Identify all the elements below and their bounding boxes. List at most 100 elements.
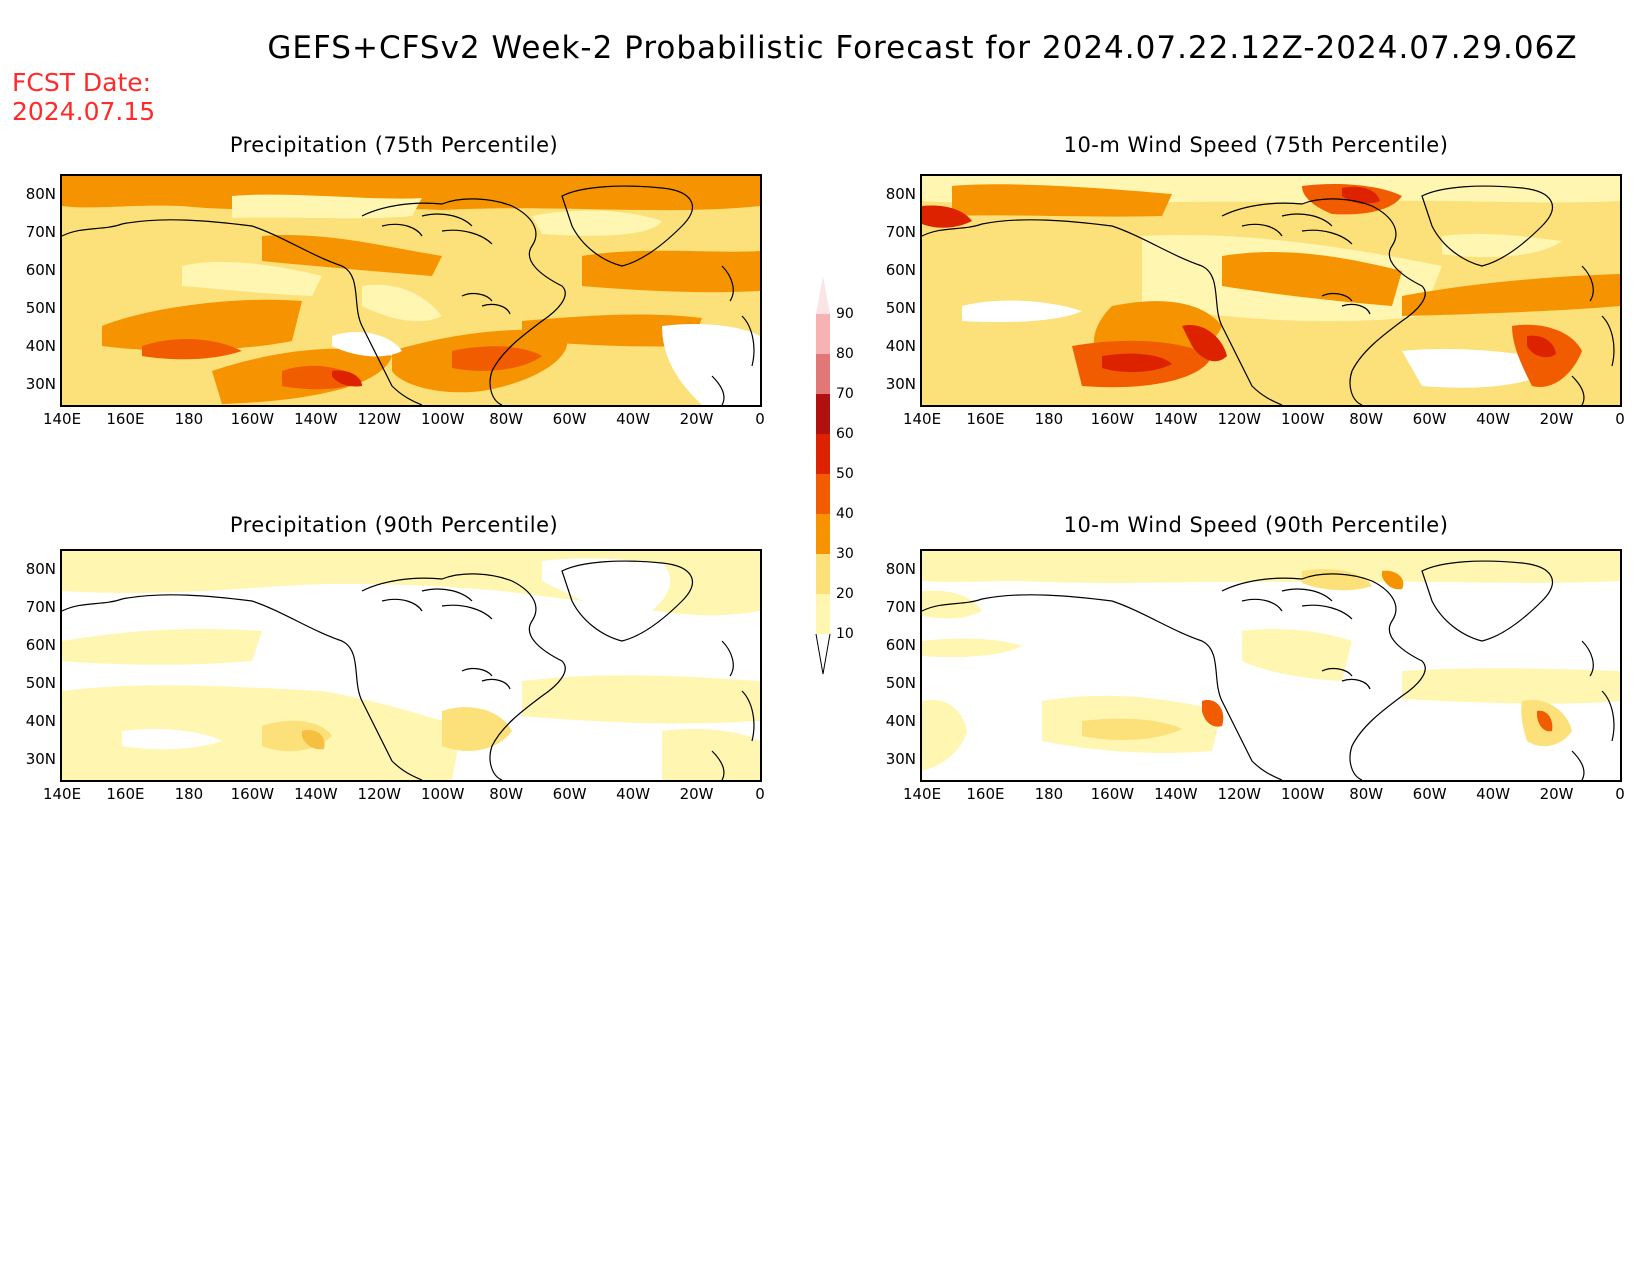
colorbar-top-arrow [816, 276, 830, 314]
lat-label-precip-75: 80N [25, 185, 56, 203]
lat-label-wind-75: 30N [885, 375, 916, 393]
lon-label-precip-90: 80W [489, 785, 524, 803]
lon-label-wind-90: 40W [1476, 785, 1511, 803]
lat-label-precip-75: 60N [25, 261, 56, 279]
lon-label-wind-90: 160W [1090, 785, 1135, 803]
lon-label-precip-75: 160E [106, 410, 145, 428]
lon-label-precip-90: 0 [755, 785, 765, 803]
colorbar-tick-label: 40 [836, 506, 854, 522]
colorbar-swatch [816, 394, 830, 434]
lon-label-wind-90: 80W [1349, 785, 1384, 803]
colorbar-bottom-arrow [815, 633, 831, 675]
panel-title-precip-75: Precipitation (75th Percentile) [229, 133, 559, 157]
lon-label-precip-90: 120W [357, 785, 401, 803]
lon-label-wind-90: 20W [1539, 785, 1574, 803]
lon-label-precip-75: 180 [174, 410, 204, 428]
lon-label-precip-90: 40W [616, 785, 651, 803]
colorbar-tick-label: 20 [836, 586, 854, 602]
colorbar-swatch [816, 314, 830, 354]
panel-title-precip-90: Precipitation (90th Percentile) [229, 513, 559, 537]
lat-label-precip-75: 40N [25, 337, 56, 355]
lon-label-precip-75: 20W [679, 410, 714, 428]
colorbar-swatch [816, 354, 830, 394]
lat-label-precip-90: 30N [25, 750, 56, 768]
lat-label-precip-90: 40N [25, 712, 56, 730]
colorbar-tick-label: 50 [836, 466, 854, 482]
lat-label-precip-75: 50N [25, 299, 56, 317]
panel-title-wind-90: 10-m Wind Speed (90th Percentile) [1063, 513, 1449, 537]
lat-label-wind-90: 80N [885, 560, 916, 578]
lon-label-wind-75: 180 [1034, 410, 1064, 428]
lon-label-precip-90: 140W [294, 785, 338, 803]
colorbar-swatch [816, 474, 830, 514]
lon-label-wind-75: 60W [1412, 410, 1447, 428]
lon-label-precip-75: 100W [420, 410, 465, 428]
lat-label-precip-90: 80N [25, 560, 56, 578]
colorbar-tick-label: 70 [836, 386, 854, 402]
lat-label-precip-90: 50N [25, 674, 56, 692]
lat-label-wind-90: 70N [885, 598, 916, 616]
lon-label-precip-90: 160W [230, 785, 275, 803]
lon-label-precip-75: 60W [552, 410, 587, 428]
colorbar-swatch [816, 434, 830, 474]
lon-label-wind-75: 20W [1539, 410, 1574, 428]
lat-label-wind-75: 50N [885, 299, 916, 317]
precip-90-field [62, 551, 760, 780]
wind-90-field [922, 551, 1620, 780]
colorbar-tick-label: 30 [836, 546, 854, 562]
lat-label-precip-75: 30N [25, 375, 56, 393]
lon-label-wind-90: 100W [1280, 785, 1325, 803]
lon-label-wind-75: 160E [966, 410, 1005, 428]
lon-label-precip-90: 180 [174, 785, 204, 803]
lon-label-precip-90: 100W [420, 785, 465, 803]
lon-label-precip-75: 120W [357, 410, 401, 428]
lon-label-wind-90: 120W [1217, 785, 1261, 803]
lon-label-precip-75: 160W [230, 410, 275, 428]
lat-label-wind-75: 60N [885, 261, 916, 279]
lon-label-precip-90: 60W [552, 785, 587, 803]
lat-label-precip-90: 70N [25, 598, 56, 616]
forecast-date-block: FCST Date: 2024.07.15 [12, 68, 155, 126]
lon-label-wind-75: 140E [902, 410, 942, 428]
lat-label-wind-90: 60N [885, 636, 916, 654]
colorbar [812, 274, 834, 688]
forecast-date-value: 2024.07.15 [12, 97, 156, 126]
lat-label-wind-75: 40N [885, 337, 916, 355]
wind-75-field [922, 176, 1620, 405]
lon-label-wind-75: 120W [1217, 410, 1261, 428]
colorbar-tick-label: 60 [836, 426, 854, 442]
lat-label-wind-90: 50N [885, 674, 916, 692]
lon-label-wind-75: 80W [1349, 410, 1384, 428]
map-precip-75 [60, 174, 762, 407]
lon-label-wind-75: 0 [1615, 410, 1625, 428]
lon-label-wind-75: 100W [1280, 410, 1325, 428]
lat-label-wind-75: 70N [885, 223, 916, 241]
lon-label-precip-75: 0 [755, 410, 765, 428]
lat-label-precip-90: 60N [25, 636, 56, 654]
lon-label-wind-90: 180 [1034, 785, 1064, 803]
colorbar-tick-label: 10 [836, 626, 854, 642]
lon-label-wind-75: 140W [1154, 410, 1198, 428]
precip-75-field [62, 176, 760, 405]
map-precip-90 [60, 549, 762, 782]
panel-title-wind-75: 10-m Wind Speed (75th Percentile) [1063, 133, 1449, 157]
lon-label-precip-75: 140E [42, 410, 82, 428]
lon-label-precip-90: 20W [679, 785, 714, 803]
lon-label-precip-90: 160E [106, 785, 145, 803]
lon-label-wind-90: 140W [1154, 785, 1198, 803]
lon-label-precip-75: 140W [294, 410, 338, 428]
colorbar-swatch [816, 594, 830, 634]
map-wind-90 [920, 549, 1622, 782]
lon-label-precip-75: 80W [489, 410, 524, 428]
lon-label-precip-75: 40W [616, 410, 651, 428]
lon-label-wind-90: 140E [902, 785, 942, 803]
lat-label-wind-75: 80N [885, 185, 916, 203]
colorbar-tick-label: 80 [836, 346, 854, 362]
lon-label-wind-75: 40W [1476, 410, 1511, 428]
lat-label-precip-75: 70N [25, 223, 56, 241]
colorbar-swatch [816, 554, 830, 594]
lon-label-precip-90: 140E [42, 785, 82, 803]
lat-label-wind-90: 30N [885, 750, 916, 768]
colorbar-tick-label: 90 [836, 306, 854, 322]
lon-label-wind-75: 160W [1090, 410, 1135, 428]
